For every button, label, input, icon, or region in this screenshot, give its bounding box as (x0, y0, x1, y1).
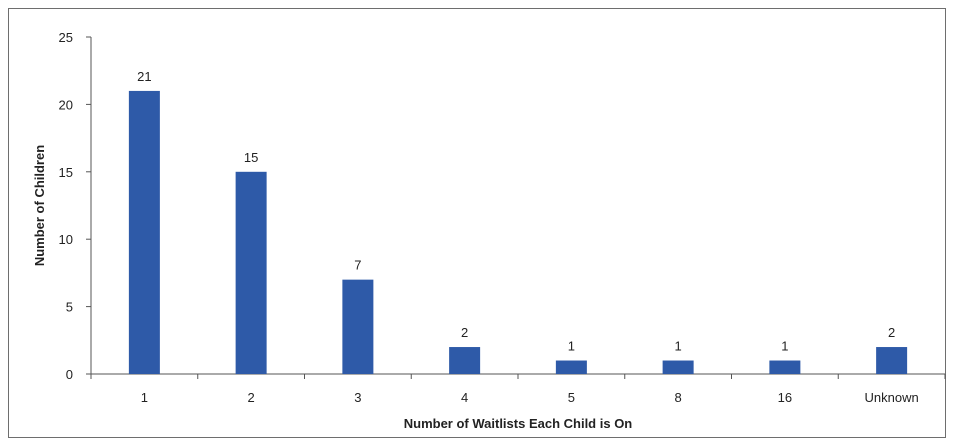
x-tick-label: 8 (675, 390, 682, 405)
x-tick-label: 4 (461, 390, 468, 405)
y-tick-label: 25 (59, 30, 73, 45)
y-tick-label: 0 (66, 367, 73, 382)
data-label: 1 (675, 339, 682, 354)
bar (128, 90, 160, 375)
y-tick-label: 15 (59, 165, 73, 180)
y-tick-label: 10 (59, 232, 73, 247)
x-tick-label: 16 (778, 390, 792, 405)
bar (555, 360, 587, 374)
x-tick-label: 1 (141, 390, 148, 405)
bars (128, 90, 908, 375)
data-label: 1 (781, 339, 788, 354)
bar (449, 347, 481, 374)
bar (662, 360, 694, 374)
data-label: 1 (568, 339, 575, 354)
bar (769, 360, 801, 374)
x-tick-label: 2 (248, 390, 255, 405)
data-label: 7 (354, 258, 361, 273)
x-tick-label: Unknown (865, 390, 919, 405)
x-tick-label: 3 (354, 390, 361, 405)
y-axis-title: Number of Children (32, 145, 47, 266)
bar (342, 279, 374, 374)
y-tick-label: 5 (66, 300, 73, 315)
bar (876, 347, 908, 374)
data-label: 2 (461, 325, 468, 340)
data-label: 2 (888, 325, 895, 340)
x-axis: 1 2 3 4 5 8 16 Unknown (90, 373, 946, 405)
data-label: 21 (137, 69, 151, 84)
y-axis: 0 5 10 15 20 25 (59, 30, 92, 382)
data-label: 15 (244, 150, 258, 165)
y-tick-label: 20 (59, 97, 73, 112)
x-axis-title: Number of Waitlists Each Child is On (404, 416, 633, 431)
bar (235, 171, 267, 374)
x-tick-label: 5 (568, 390, 575, 405)
